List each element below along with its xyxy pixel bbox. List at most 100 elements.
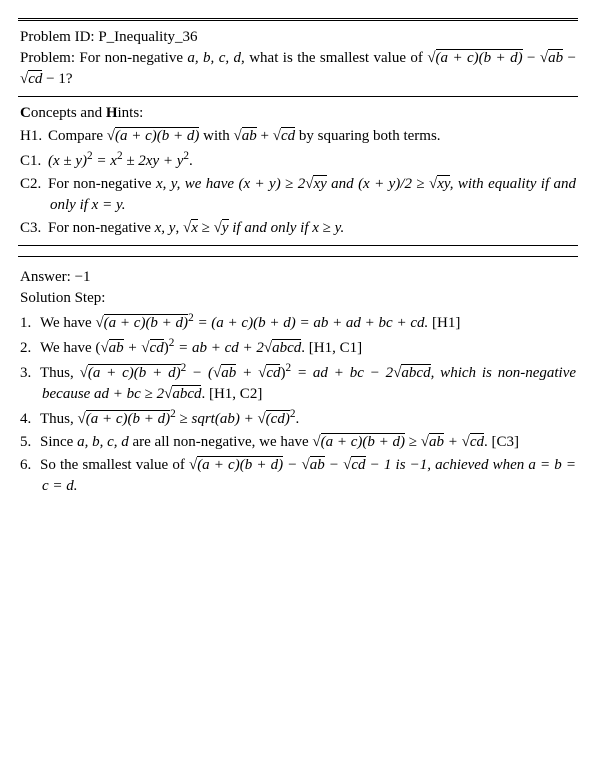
c3-mid2: ≥ [198,220,214,236]
s6-sqrt1: √(a + c)(b + d) [189,456,283,473]
s3-dot: . [201,386,209,402]
s3-plus: + [236,365,258,381]
c3-pre: For non-negative [48,220,155,236]
radicand-acbd: (a + c)(b + d) [436,49,523,66]
s3-sqrt-abcd1: √abcd [393,364,430,381]
c3-sqrtx: √x [183,219,198,236]
s3-eq: = ad + bc − 2 [291,365,393,381]
c3-sqrty: √y [214,219,229,236]
s3-sqrt-cd: √cd [258,364,280,381]
step-5: 5.Since a, b, c, d are all non-negative,… [20,432,576,453]
s1-pre: We have [40,315,95,331]
problem-text-b: , what is the smallest value of [241,50,427,66]
h1-pre: Compare [48,128,107,144]
step-6-tag: 6. [20,455,40,476]
h1-post: by squaring both terms. [295,128,440,144]
h1-sqrt2: √ab [234,127,257,144]
hint-c1: C1.(x ± y)2 = x2 ± 2xy + y2. [20,149,576,172]
hint-c1-tag: C1. [20,151,48,172]
s3-pre: Thus, [40,365,80,381]
problem-statement: Problem: For non-negative a, b, c, d, wh… [20,48,576,90]
hint-c3: C3.For non-negative x, y, √x ≥ √y if and… [20,218,576,239]
s4-geq: ≥ sqrt(ab) + [176,411,258,427]
sqrt-cd: √cd [20,70,42,87]
s4-dot: . [295,411,299,427]
hint-c2-tag: C2. [20,174,48,195]
answer-label: Answer: [20,269,71,285]
s6-sqrt-ab: √ab [301,456,324,473]
concepts-block: Concepts and Hints: H1.Compare √(a + c)(… [18,103,578,239]
concepts-heading: Concepts and Hints: [20,103,576,124]
step-3: 3.Thus, √(a + c)(b + d)2 − (√ab + √cd)2 … [20,361,576,405]
s5-sqrt1: √(a + c)(b + d) [312,433,405,450]
s3-sqrt-ab: √ab [213,364,236,381]
s3-sqrt1: √(a + c)(b + d) [80,364,181,381]
c3-mid1: , [175,220,183,236]
h1-mid: with [199,128,233,144]
problem-id-value: P_Inequality_36 [98,29,197,45]
c2-sqrt1: √xy [305,175,327,192]
top-double-rule [18,18,578,21]
c2-mid2: and (x + y)/2 ≥ [327,176,429,192]
c1-a: (x ± y) [48,153,87,169]
s3-sqrt-abcd2: √abcd [164,385,201,402]
s2-pre: We have ( [40,340,100,356]
s2-plus: + [124,340,142,356]
step-3-tag: 3. [20,363,40,384]
s2-sqrt-abcd: √abcd [264,339,301,356]
c2-mid1: , we have (x + y) ≥ 2 [177,176,306,192]
problem-vars: a, b, c, d [187,50,241,66]
s6-sqrt-cd: √cd [343,456,365,473]
sqrt-ab: √ab [540,49,563,66]
hint-h1-tag: H1. [20,126,48,147]
s2-dot: . [301,340,309,356]
s2-eq: = ab + cd + 2 [174,340,264,356]
problem-block: Problem ID: P_Inequality_36 Problem: For… [18,27,578,90]
step-6: 6.So the smallest value of √(a + c)(b + … [20,455,576,497]
answer-line: Answer: −1 [20,267,576,288]
radicand-cd: cd [28,70,42,87]
s4-sqrt-cd: √(cd) [257,410,289,427]
step-2: 2.We have (√ab + √cd)2 = ab + cd + 2√abc… [20,336,576,359]
s5-ref: [C3] [492,434,520,450]
step-2-tag: 2. [20,338,40,359]
s5-pre: Since [40,434,77,450]
s5-mid: are all non-negative, we have [129,434,313,450]
problem-tail: − 1? [46,71,72,87]
hint-c3-tag: C3. [20,218,48,239]
sqrt-acbd: √(a + c)(b + d) [427,49,522,66]
step-1: 1.We have √(a + c)(b + d)2 = (a + c)(b +… [20,311,576,334]
rule-divider [18,256,578,257]
s2-sqrt-ab: √ab [100,339,123,356]
rule-after-concepts [18,245,578,246]
s4-sqrt1: √(a + c)(b + d) [78,410,171,427]
step-4-tag: 4. [20,409,40,430]
h1-sqrt3: √cd [273,127,295,144]
s3-minus: − ( [186,365,213,381]
s1-sqrt: √(a + c)(b + d) [95,314,188,331]
s4-pre: Thus, [40,411,78,427]
c1-dot: . [189,153,193,169]
rule-after-problem [18,96,578,97]
s2-ref: [H1, C1] [309,340,362,356]
step-5-tag: 5. [20,432,40,453]
c2-vars: x, y [156,176,177,192]
answer-value: −1 [75,269,91,285]
c1-eq: = x [93,153,117,169]
s5-sqrt-cd: √cd [462,433,484,450]
s2-sqrt-cd: √cd [141,339,163,356]
c3-vars: x, y [155,220,176,236]
s5-dot: . [484,434,492,450]
s5-plus: + [444,434,462,450]
s5-geq: ≥ [405,434,421,450]
problem-text-a: For non-negative [79,50,187,66]
problem-id-line: Problem ID: P_Inequality_36 [20,27,576,48]
problem-id-label: Problem ID: [20,29,95,45]
c1-pm: ± 2xy + y [123,153,184,169]
s6-m1: − [283,457,301,473]
s3-ref: [H1, C2] [209,386,262,402]
solution-heading: Solution Step: [20,288,576,309]
answer-block: Answer: −1 Solution Step: 1.We have √(a … [18,267,578,497]
s1-eq1: = (a + c)(b + d) = ab + ad + bc + cd. [194,315,432,331]
problem-label: Problem: [20,50,75,66]
